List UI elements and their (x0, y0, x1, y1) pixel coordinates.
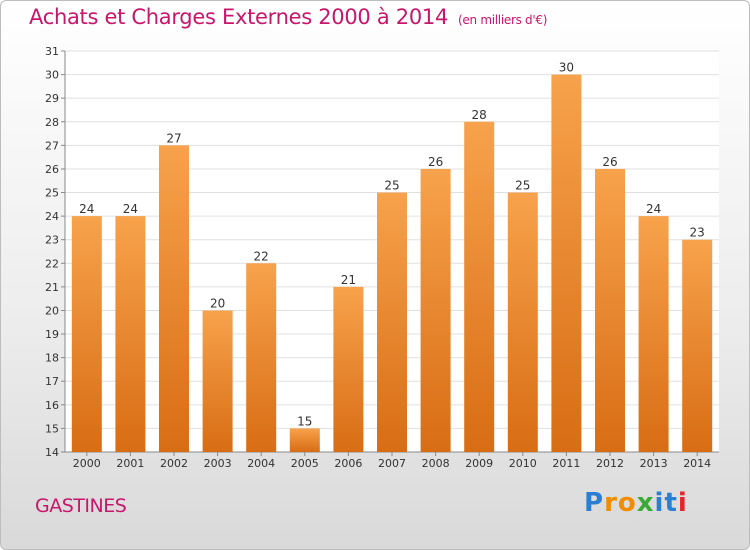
x-tick-label: 2000 (73, 457, 101, 470)
x-tick-label: 2005 (291, 457, 319, 470)
x-tick-label: 2012 (596, 457, 624, 470)
bar (464, 121, 495, 452)
bar-value-label: 24 (646, 202, 661, 216)
x-tick-label: 2006 (334, 457, 362, 470)
bar (159, 145, 189, 452)
bar-value-label: 28 (472, 108, 487, 122)
bar (682, 239, 713, 452)
bar-value-label: 25 (515, 179, 530, 193)
logo-letter: i (677, 488, 688, 518)
chart-title: Achats et Charges Externes 2000 à 2014 (e… (29, 5, 547, 29)
bar-value-label: 27 (166, 131, 181, 145)
x-tick-label: 2009 (465, 457, 493, 470)
x-tick-label: 2008 (422, 457, 450, 470)
x-tick-label: 2007 (378, 457, 406, 470)
y-tick-label: 28 (45, 116, 59, 129)
bar-value-label: 30 (559, 61, 574, 75)
bar (551, 74, 582, 453)
unit-note: (en milliers d'€) (458, 13, 548, 27)
bar-value-label: 21 (341, 273, 356, 287)
y-tick-label: 26 (45, 163, 59, 176)
x-tick-label: 2004 (247, 457, 275, 470)
bar-value-label: 26 (602, 155, 617, 169)
y-tick-label: 23 (45, 234, 59, 247)
bar (420, 168, 451, 453)
y-tick-label: 17 (45, 375, 59, 388)
logo-letter: x (636, 488, 655, 518)
y-tick-label: 27 (45, 139, 59, 152)
y-tick-label: 31 (45, 45, 59, 58)
bar (507, 192, 538, 452)
x-tick-label: 2014 (683, 457, 711, 470)
y-tick-label: 22 (45, 257, 59, 270)
x-tick-label: 2010 (509, 457, 537, 470)
bar (246, 263, 277, 452)
y-tick-label: 15 (45, 422, 59, 435)
proxiti-logo: Proxiti (584, 488, 688, 518)
x-tick-label: 2013 (640, 457, 668, 470)
bar (377, 192, 407, 452)
x-tick-label: 2011 (552, 457, 580, 470)
bar (202, 310, 233, 452)
x-tick-label: 2001 (116, 457, 144, 470)
y-tick-label: 18 (45, 352, 59, 365)
bar (638, 216, 669, 452)
y-tick-label: 25 (45, 187, 59, 200)
bar (71, 216, 102, 452)
bar (595, 168, 625, 453)
y-tick-label: 29 (45, 92, 59, 105)
y-tick-label: 24 (45, 210, 59, 223)
bar-value-label: 23 (690, 226, 705, 240)
bar-value-label: 24 (79, 202, 94, 216)
bar-value-label: 25 (384, 179, 399, 193)
logo-letter: o (617, 488, 637, 518)
y-tick-label: 19 (45, 328, 59, 341)
bar-value-label: 24 (123, 202, 138, 216)
bar (115, 216, 146, 452)
bar (289, 428, 320, 452)
logo-letter: t (664, 488, 678, 518)
x-tick-label: 2003 (204, 457, 232, 470)
bar-value-label: 22 (254, 249, 269, 263)
title-text: Achats et Charges Externes 2000 à 2014 (29, 5, 449, 29)
bar-value-label: 15 (297, 414, 312, 428)
logo-letter: P (584, 488, 605, 518)
y-tick-label: 14 (45, 446, 59, 459)
x-tick-label: 2002 (160, 457, 188, 470)
logo-letter: r (604, 488, 618, 518)
bar-value-label: 26 (428, 155, 443, 169)
y-tick-label: 21 (45, 281, 59, 294)
y-tick-label: 30 (45, 69, 59, 82)
y-tick-label: 20 (45, 304, 59, 317)
y-tick-label: 16 (45, 399, 59, 412)
bar-value-label: 20 (210, 296, 225, 310)
bar (333, 286, 364, 452)
commune-name: GASTINES (35, 495, 127, 517)
logo-letter: i (654, 488, 665, 518)
